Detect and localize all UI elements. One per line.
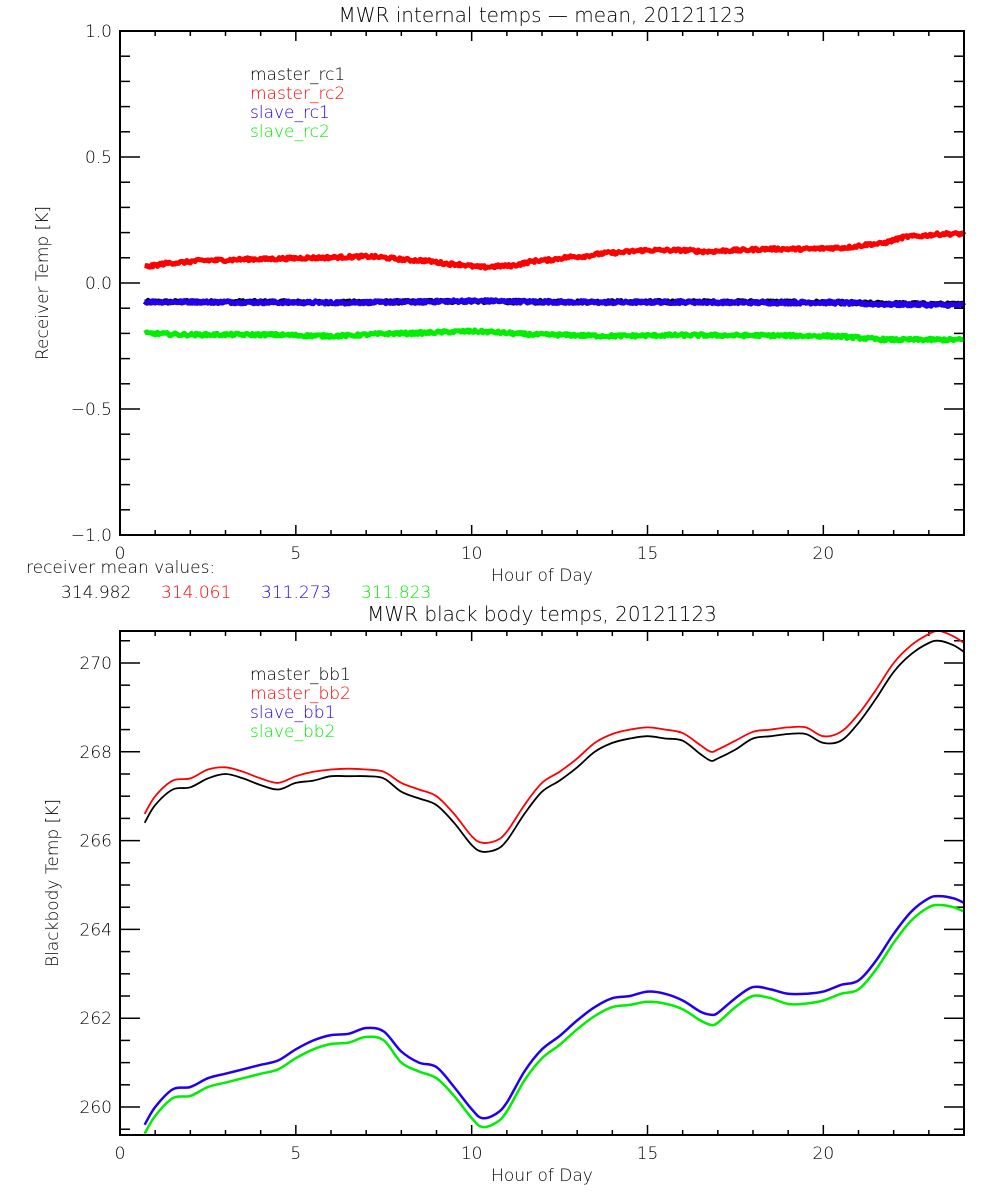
series-line-slave-rc1 [143, 297, 966, 309]
series-line-slave-bb1 [143, 894, 965, 1126]
series-line-master-bb1 [143, 639, 965, 853]
chart-title: MWR internal temps — mean, 20121123 [338, 3, 745, 27]
legend-entry-slave-bb1: slave_bb1 [250, 703, 335, 723]
x-axis-label: Hour of Day [491, 566, 593, 586]
y-tick-label: 260 [80, 1098, 112, 1118]
legend-entry-slave-bb2: slave_bb2 [250, 722, 335, 742]
series-lines [142, 230, 967, 344]
series-lines [143, 630, 965, 1135]
y-tick-label: 266 [80, 832, 112, 852]
series-line-master-bb2 [143, 630, 965, 844]
legend-entry-master-bb2: master_bb2 [250, 684, 351, 704]
legend-entry-master-rc2: master_rc2 [250, 84, 345, 104]
x-tick-label: 20 [813, 544, 835, 564]
y-tick-label: 0.0 [85, 274, 112, 294]
mean-value-slave-rc2: 311.823 [361, 583, 431, 603]
receiver-mean-annotation: receiver mean values: 314.982 314.061 31… [26, 558, 431, 603]
mean-value-master-rc2: 314.061 [161, 583, 231, 603]
y-tick-label: 1.0 [85, 22, 112, 42]
axis-ticks: 0 5 10 15 20 −1.0 −0.5 0.0 0.5 1.0 [71, 22, 965, 564]
legend: master_rc1 master_rc2 slave_rc1 slave_rc… [250, 65, 345, 142]
x-axis-label: Hour of Day [491, 1166, 593, 1186]
x-tick-label: 5 [290, 1144, 301, 1164]
legend-entry-master-rc1: master_rc1 [250, 65, 345, 85]
x-tick-label: 15 [637, 544, 659, 564]
series-line-slave-rc2 [143, 327, 966, 344]
mean-value-slave-rc1: 311.273 [261, 583, 331, 603]
receiver-mean-label: receiver mean values: [26, 558, 215, 578]
plot-frame [119, 30, 965, 536]
y-tick-label: 268 [80, 743, 112, 763]
series-line-master-rc2 [143, 230, 967, 271]
legend-entry-slave-rc2: slave_rc2 [250, 122, 330, 142]
x-tick-label: 5 [290, 544, 301, 564]
x-tick-label: 10 [461, 544, 483, 564]
legend-entry-slave-rc1: slave_rc1 [250, 103, 330, 123]
legend: master_bb1 master_bb2 slave_bb1 slave_bb… [250, 665, 351, 742]
y-tick-label: −0.5 [71, 400, 112, 420]
receiver-temp-chart: MWR internal temps — mean, 20121123 Hour… [26, 3, 967, 603]
plot-frame [119, 630, 965, 1136]
x-tick-label: 0 [115, 1144, 126, 1164]
mean-value-master-rc1: 314.982 [61, 583, 131, 603]
y-tick-label: 262 [80, 1009, 112, 1029]
x-tick-label: 15 [637, 1144, 659, 1164]
x-tick-label: 20 [813, 1144, 835, 1164]
x-tick-label: 10 [461, 1144, 483, 1164]
y-tick-label: −1.0 [71, 526, 112, 546]
y-tick-label: 264 [80, 920, 112, 940]
axis-ticks: 0 5 10 15 20 260 262 264 266 268 270 [80, 631, 965, 1164]
blackbody-temp-chart: MWR black body temps, 20121123 Hour of D… [43, 602, 965, 1186]
series-line-slave-bb2 [143, 903, 965, 1135]
y-axis-label: Receiver Temp [K] [33, 206, 53, 360]
x-tick-label: 0 [115, 544, 126, 564]
y-axis-label: Blackbody Temp [K] [43, 799, 63, 967]
y-tick-label: 0.5 [85, 148, 112, 168]
chart-title: MWR black body temps, 20121123 [367, 602, 717, 626]
legend-entry-master-bb1: master_bb1 [250, 665, 351, 685]
y-tick-label: 270 [80, 654, 112, 674]
